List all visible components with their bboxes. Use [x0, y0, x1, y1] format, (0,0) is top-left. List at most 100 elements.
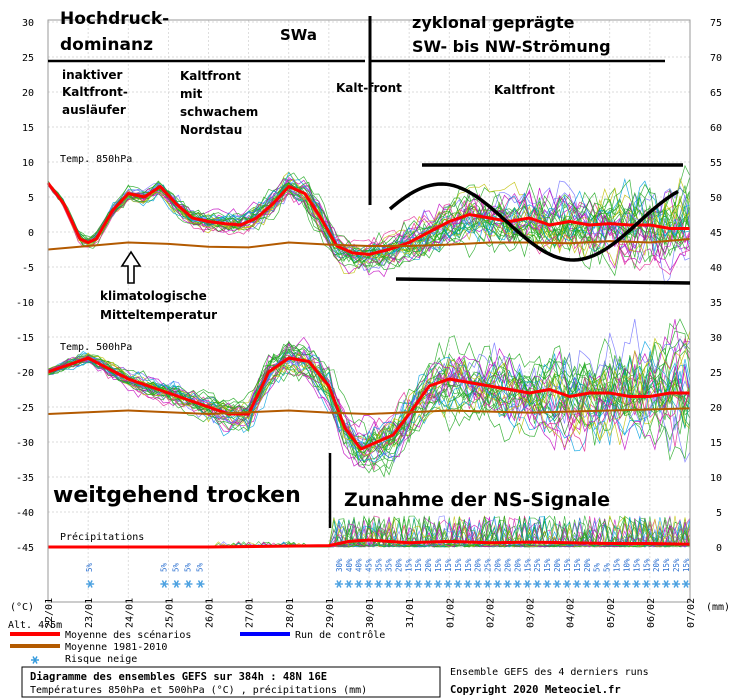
y-tick-left: 25	[22, 53, 34, 64]
mean-series	[46, 182, 691, 549]
legend-label: Run de contrôle	[295, 629, 385, 641]
snow-risk-value: 15%	[404, 558, 413, 572]
y-tick-right: 70	[710, 53, 722, 64]
x-tick-label: 07/02	[686, 598, 697, 628]
ensemble-member	[47, 337, 691, 456]
snowflake-stroke	[633, 580, 640, 588]
snowflake-icon	[662, 580, 671, 588]
annotation-kf-nord-4: Nordstau	[180, 123, 242, 137]
y-tick-left: -40	[16, 508, 34, 519]
snowflake-icon	[86, 580, 95, 588]
snowflake-stroke	[161, 580, 167, 588]
snow-risk-value: 25%	[672, 558, 681, 572]
snowflake-stroke	[613, 580, 620, 588]
snowflake-icon	[424, 580, 433, 588]
arrow-up-icon	[120, 250, 142, 284]
snowflake-stroke	[87, 580, 93, 588]
snow-risk-value: 5%	[603, 562, 612, 572]
snowflake-icon	[404, 580, 413, 588]
y-tick-right: 40	[710, 263, 722, 274]
snow-risk-value: 20%	[424, 558, 433, 572]
snow-risk-value: 35%	[384, 558, 393, 572]
spread-bottom-line	[395, 277, 691, 285]
snow-risk-value: 5%	[159, 562, 168, 572]
y-axis-left: 30 25 20 15 10 5 0 -5 -10 -15 -20 -25 -30 -35 -40 -45	[16, 18, 34, 554]
x-tick-label: 22/01	[44, 598, 55, 628]
snow-risk-value: 15%	[434, 558, 443, 572]
snowflake-icon	[602, 580, 611, 588]
snow-risk-value: 5%	[195, 562, 204, 572]
snowflake-icon	[582, 580, 591, 588]
snowflake-icon	[184, 580, 193, 588]
ensemble-member	[47, 348, 691, 474]
snow-risk-value: 20%	[583, 558, 592, 572]
snow-risk-value: 15%	[613, 558, 622, 572]
snowflake-stroke	[623, 580, 630, 588]
snowflake-stroke	[564, 580, 570, 588]
snow-risk-value: 20%	[394, 558, 403, 572]
snow-risk-value: 20%	[513, 558, 522, 572]
snowflake-stroke	[185, 580, 192, 588]
snowflake-stroke	[494, 580, 501, 588]
snowflake-stroke	[465, 580, 471, 588]
ensemble-member	[47, 355, 691, 471]
snowflake-icon	[196, 580, 205, 588]
annotation-inaktiv-1: inaktiver	[62, 68, 123, 82]
snowflake-icon	[533, 580, 542, 588]
snow-risk-value: 35%	[375, 558, 384, 572]
snowflake-icon	[592, 580, 601, 588]
snow-risk-value: 20%	[553, 558, 562, 572]
snowflake-icon	[642, 580, 651, 588]
snowflake-icon	[503, 580, 512, 588]
series-line-500hPa	[47, 356, 690, 451]
snow-risk-value: 25%	[484, 558, 493, 572]
snowflake-stroke	[643, 580, 649, 588]
snowflake-stroke	[435, 580, 441, 588]
snowflake-stroke	[415, 580, 421, 588]
snowflake-icon	[652, 580, 661, 588]
snowflake-stroke	[475, 580, 481, 588]
x-tick-label: 31/01	[405, 598, 416, 628]
y-tick-left: -20	[16, 368, 34, 379]
snowflake-stroke	[673, 580, 679, 588]
y-tick-right: 30	[710, 333, 722, 344]
wave-curve	[388, 182, 679, 262]
snow-risk-value: 20%	[652, 558, 661, 572]
snowflake-icon	[682, 580, 690, 588]
x-tick-label: 30/01	[365, 598, 376, 628]
annotation-hochdruck-1: Hochdruck-	[60, 9, 169, 29]
snowflake-stroke	[604, 580, 610, 588]
snow-risk-value: 45%	[365, 558, 374, 572]
y-tick-right: 35	[710, 298, 722, 309]
snowflake-stroke	[455, 580, 461, 588]
snowflake-stroke	[554, 580, 560, 588]
x-tick-label: 04/02	[566, 598, 577, 628]
snowflake-icon	[443, 580, 452, 588]
y-tick-right: 10	[710, 473, 722, 484]
snowflake-icon	[384, 580, 393, 588]
snow-risk-value: 5%	[183, 562, 192, 572]
snow-risk-value: 20%	[474, 558, 483, 572]
y-tick-left: -30	[16, 438, 34, 449]
annotation-inaktiv-2: Kaltfront-	[62, 85, 128, 99]
snow-risk-value: 25%	[533, 558, 542, 572]
annotation-layer: Hochdruck- dominanz SWa zyklonal geprägt…	[48, 9, 691, 528]
snowflake-stroke	[485, 580, 491, 588]
y-tick-left: 5	[28, 193, 34, 204]
snowflake-icon	[632, 580, 641, 588]
snow-risk-value: 10%	[622, 558, 631, 572]
annotation-klima-1: klimatologische	[100, 289, 207, 303]
snowflake-icon	[434, 580, 443, 588]
y-tick-right: 0	[716, 543, 722, 554]
ensemble-member	[48, 353, 691, 470]
y-tick-left: -5	[22, 263, 34, 274]
snowflake-icon	[344, 580, 353, 588]
x-tick-label: 29/01	[325, 598, 336, 628]
chart-subtitle: Températures 850hPa et 500hPa (°C) , pré…	[30, 684, 367, 696]
snowflake-icon	[334, 580, 343, 588]
y-tick-left: 20	[22, 88, 34, 99]
series-line-850hPa	[47, 238, 691, 251]
snowflake-stroke	[653, 580, 659, 588]
x-tick-label: 24/01	[124, 598, 135, 628]
snow-risk-value: 15%	[444, 558, 453, 572]
